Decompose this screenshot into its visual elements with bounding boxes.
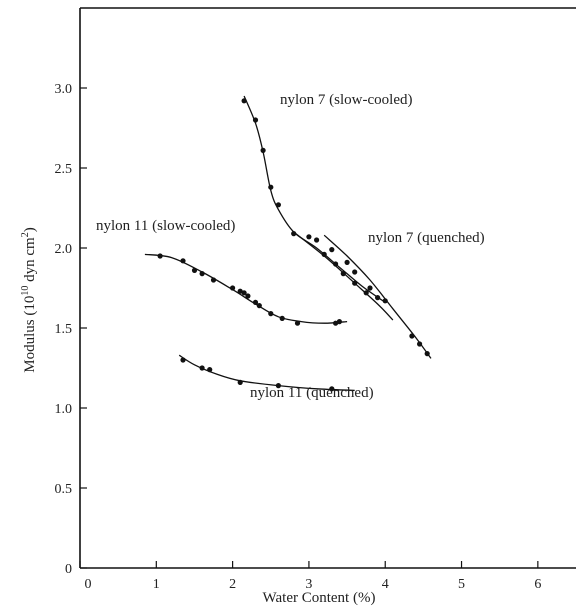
y-axis-title-main: Modulus (10 (22, 296, 38, 373)
data-point-nylon11-quenched (275, 383, 281, 389)
data-point-nylon11-slow (279, 315, 285, 321)
x-tick-label: 5 (458, 577, 465, 592)
y-tick-label: 2.0 (55, 242, 73, 257)
y-tick-label: 0 (65, 562, 72, 577)
points (157, 98, 430, 392)
data-point-nylon11-slow (157, 253, 163, 259)
data-point-nylon7-quenched (321, 251, 327, 257)
data-point-nylon11-quenched (329, 386, 335, 392)
data-point-nylon11-slow (256, 303, 262, 309)
data-point-nylon7-quenched (333, 261, 339, 267)
data-point-nylon11-slow (210, 277, 217, 283)
y-axis-title-exp: 10 (20, 286, 31, 296)
data-point-nylon7-quenched (417, 341, 423, 347)
y-axis-title-close: ) (22, 227, 38, 232)
data-point-nylon11-slow (237, 288, 243, 294)
data-point-nylon7-slow (382, 298, 388, 304)
data-point-nylon7-slow (291, 231, 297, 237)
y-axis-title: Modulus (1010 dyn cm2) (20, 227, 38, 372)
y-tick-label: 1.0 (55, 402, 73, 417)
y-tick-label: 3.0 (55, 82, 73, 97)
data-point-nylon11-quenched (180, 357, 186, 363)
data-point-nylon7-slow (306, 234, 312, 240)
data-point-nylon11-slow (199, 271, 205, 277)
data-point-nylon7-slow (252, 117, 259, 123)
x-tick-label: 2 (229, 577, 236, 592)
data-point-nylon7-slow (329, 247, 335, 253)
series-label-nylon7-slow: nylon 7 (slow-cooled) (280, 92, 412, 108)
y-tick-label: 0.5 (55, 482, 73, 497)
x-tick-label: 6 (534, 577, 541, 592)
data-point-nylon7-slow (344, 259, 350, 265)
ticks: 0 1 2 3 4 5 6 0 0.5 1.0 1.5 2.0 2.5 3.0 (55, 82, 542, 592)
data-point-nylon7-quenched (352, 280, 358, 286)
data-point-nylon11-slow (245, 293, 251, 299)
y-tick-label: 2.5 (55, 162, 73, 177)
data-point-nylon11-slow (252, 299, 259, 305)
data-point-nylon11-slow (336, 319, 342, 325)
series-curve-nylon7-slow (243, 95, 386, 303)
series-curve-nylon11-slow (144, 253, 348, 324)
x-tick-label: 3 (305, 577, 312, 592)
data-point-nylon7-slow (314, 237, 320, 243)
data-point-nylon11-quenched (199, 365, 205, 371)
y-axis-title-unit-exp: 2 (20, 232, 31, 237)
data-point-nylon7-quenched (409, 333, 415, 339)
data-point-nylon11-slow (268, 311, 274, 317)
series-label-nylon11-quenched: nylon 11 (quenched) (250, 385, 374, 401)
data-point-nylon7-slow (367, 285, 373, 291)
data-point-nylon7-slow (260, 147, 266, 153)
data-point-nylon11-quenched (207, 367, 213, 373)
data-point-nylon11-slow (294, 320, 301, 326)
x-axis-title: Water Content (%) (263, 590, 376, 606)
data-point-nylon7-slow (275, 202, 281, 208)
series-label-nylon11-slow: nylon 11 (slow-cooled) (96, 218, 235, 234)
data-point-nylon11-quenched (237, 379, 243, 385)
data-point-nylon11-slow (191, 267, 198, 273)
data-point-nylon11-slow (180, 258, 186, 264)
x-tick-label: 4 (382, 577, 389, 592)
y-tick-label: 1.5 (55, 322, 73, 337)
data-point-nylon7-quenched (363, 290, 369, 296)
x-tick-label: 1 (153, 577, 160, 592)
data-point-nylon11-slow (241, 290, 247, 296)
data-point-nylon7-slow (241, 98, 247, 104)
data-point-nylon7-slow (352, 269, 358, 275)
data-point-nylon7-slow (268, 184, 274, 190)
x-tick-label: 0 (85, 577, 92, 592)
data-point-nylon11-slow (230, 285, 236, 291)
y-axis-title-unit: dyn cm (22, 237, 38, 286)
data-point-nylon7-quenched (375, 295, 381, 301)
series-curve-nylon7-quenched (323, 234, 432, 359)
series-label-nylon7-quenched: nylon 7 (quenched) (368, 230, 485, 246)
data-point-nylon7-quenched (424, 351, 430, 357)
data-point-nylon7-quenched (340, 271, 346, 277)
